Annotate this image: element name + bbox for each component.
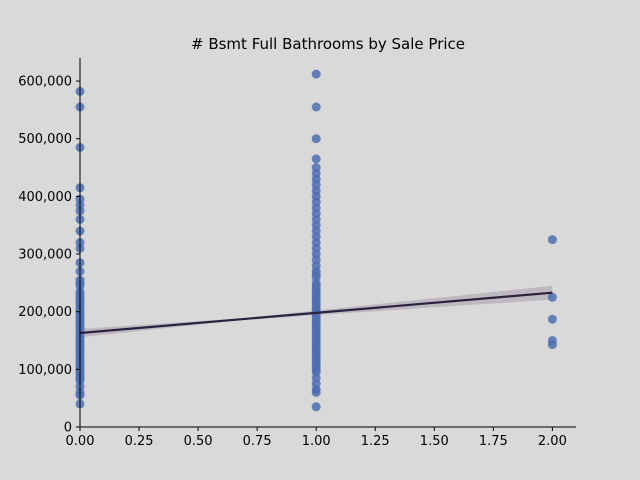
x-tick-label: 1.50 [420,434,449,449]
data-point [547,292,557,302]
regression-line [79,291,553,335]
chart-title: # Bsmt Full Bathrooms by Sale Price [191,35,465,53]
data-point [311,163,321,172]
x-tick-label: 0.00 [66,434,95,449]
y-tick-label: 300,000 [18,248,72,263]
data-point [311,102,321,112]
data-point [311,69,321,79]
data-point [311,134,321,144]
y-tick-label: 200,000 [18,305,72,320]
y-tick-label: 600,000 [18,75,72,90]
y-tick-label: 100,000 [18,363,72,378]
x-tick-label: 0.25 [125,434,154,449]
y-tick-label: 0 [64,421,72,436]
regression-line-layer [79,291,553,335]
x-tick-label: 2.00 [538,434,567,449]
x-tick-label: 1.25 [361,434,390,449]
y-tick-label: 400,000 [18,190,72,205]
axes [79,58,576,428]
y-ticks: 0 100,000 200,000 300,000 400,000 500,000 600,… [18,75,80,436]
data-points-layer [75,69,557,412]
x-tick-label: 1.00 [302,434,331,449]
x-tick-label: 1.75 [479,434,508,449]
data-point [547,336,557,345]
data-point [547,314,557,324]
y-tick-label: 500,000 [18,132,72,147]
data-point [311,402,321,412]
data-point [547,235,557,245]
x-tick-label: 0.50 [184,434,213,449]
x-ticks: 0.00 0.25 0.50 0.75 1.00 1.25 1.50 1.75 2.00 [66,427,567,449]
data-point [311,269,321,279]
data-point [311,154,321,164]
x-tick-label: 0.75 [243,434,272,449]
data-point [311,281,321,291]
